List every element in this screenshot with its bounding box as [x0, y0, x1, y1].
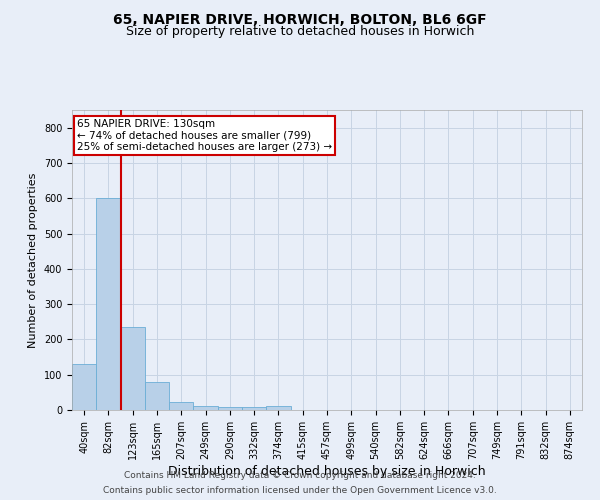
Bar — [96, 198, 121, 410]
Bar — [145, 382, 169, 410]
Text: Size of property relative to detached houses in Horwich: Size of property relative to detached ho… — [126, 25, 474, 38]
Bar — [266, 406, 290, 410]
Bar — [121, 327, 145, 410]
Bar — [169, 402, 193, 410]
Bar — [72, 364, 96, 410]
Bar — [193, 406, 218, 410]
Text: 65 NAPIER DRIVE: 130sqm
← 74% of detached houses are smaller (799)
25% of semi-d: 65 NAPIER DRIVE: 130sqm ← 74% of detache… — [77, 119, 332, 152]
Text: Contains HM Land Registry data © Crown copyright and database right 2024.: Contains HM Land Registry data © Crown c… — [124, 471, 476, 480]
Y-axis label: Number of detached properties: Number of detached properties — [28, 172, 38, 348]
Text: 65, NAPIER DRIVE, HORWICH, BOLTON, BL6 6GF: 65, NAPIER DRIVE, HORWICH, BOLTON, BL6 6… — [113, 12, 487, 26]
X-axis label: Distribution of detached houses by size in Horwich: Distribution of detached houses by size … — [168, 464, 486, 477]
Text: Contains public sector information licensed under the Open Government Licence v3: Contains public sector information licen… — [103, 486, 497, 495]
Bar — [242, 407, 266, 410]
Bar — [218, 407, 242, 410]
